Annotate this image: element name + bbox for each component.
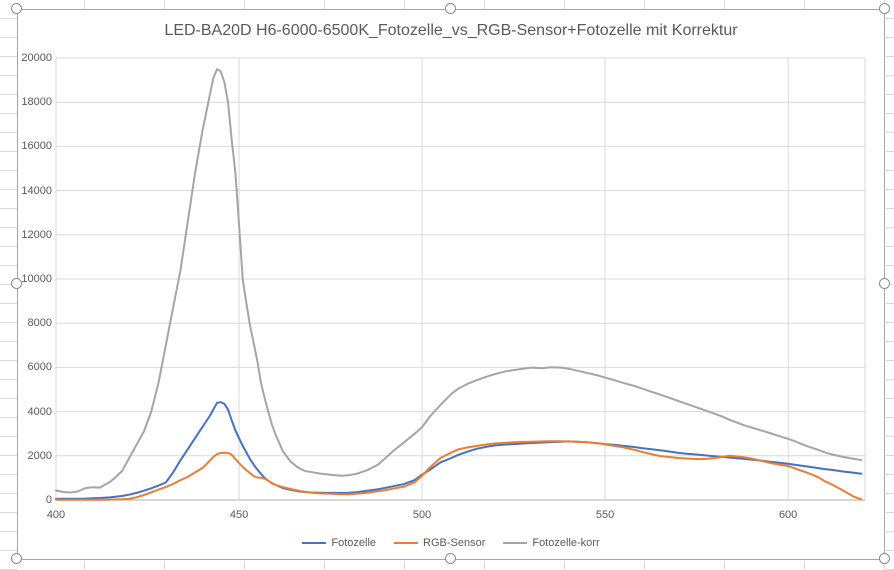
legend-label: Fotozelle-korr <box>532 537 600 549</box>
x-tick-label: 600 <box>778 509 798 521</box>
plot-area[interactable] <box>18 10 886 561</box>
legend-item-rgb-sensor[interactable]: RGB-Sensor <box>394 537 485 549</box>
series-line-rgb-sensor[interactable] <box>55 440 863 501</box>
y-tick-label: 12000 <box>21 228 52 241</box>
x-tick-label: 550 <box>595 509 615 521</box>
selection-handle-left-middle[interactable] <box>11 278 22 289</box>
x-tick-label: 500 <box>412 509 432 521</box>
selection-handle-bottom-right[interactable] <box>879 553 890 564</box>
legend-item-fotozelle-korr[interactable]: Fotozelle-korr <box>503 537 600 549</box>
selection-handle-top-middle[interactable] <box>445 3 456 14</box>
y-tick-label: 0 <box>45 494 52 506</box>
legend-line-swatch <box>503 542 528 544</box>
legend-label: Fotozelle <box>331 537 377 549</box>
y-tick-label: 18000 <box>21 96 52 109</box>
legend-line-swatch <box>302 542 327 544</box>
y-tick-label: 2000 <box>27 449 52 462</box>
y-tick-label: 6000 <box>27 361 52 374</box>
legend-line-swatch <box>394 542 419 544</box>
chart-title[interactable]: LED-BA20D H6-6000-6500K_Fotozelle_vs_RGB… <box>164 22 738 39</box>
x-tick-label: 450 <box>229 509 249 521</box>
y-tick-label: 14000 <box>21 184 52 197</box>
y-tick-label: 16000 <box>21 140 52 153</box>
y-tick-label: 20000 <box>21 52 52 64</box>
selection-handle-top-right[interactable] <box>879 3 890 14</box>
legend[interactable]: Fotozelle RGB-Sensor Fotozelle-korr <box>18 537 884 549</box>
chart-area[interactable]: LED-BA20D H6-6000-6500K_Fotozelle_vs_RGB… <box>17 9 885 560</box>
selection-handle-top-left[interactable] <box>11 3 22 14</box>
selection-handle-right-middle[interactable] <box>879 278 890 289</box>
series-line-fotozelle-korr[interactable] <box>55 68 863 494</box>
series-line-fotozelle[interactable] <box>55 401 863 500</box>
y-tick-label: 10000 <box>21 273 52 285</box>
legend-item-fotozelle[interactable]: Fotozelle <box>302 537 376 549</box>
x-tick-label: 400 <box>46 509 66 521</box>
selection-handle-bottom-middle[interactable] <box>445 553 456 564</box>
y-tick-label: 4000 <box>27 405 52 418</box>
selection-handle-bottom-left[interactable] <box>11 553 22 564</box>
y-tick-label: 8000 <box>27 317 52 330</box>
legend-label: RGB-Sensor <box>423 537 486 549</box>
